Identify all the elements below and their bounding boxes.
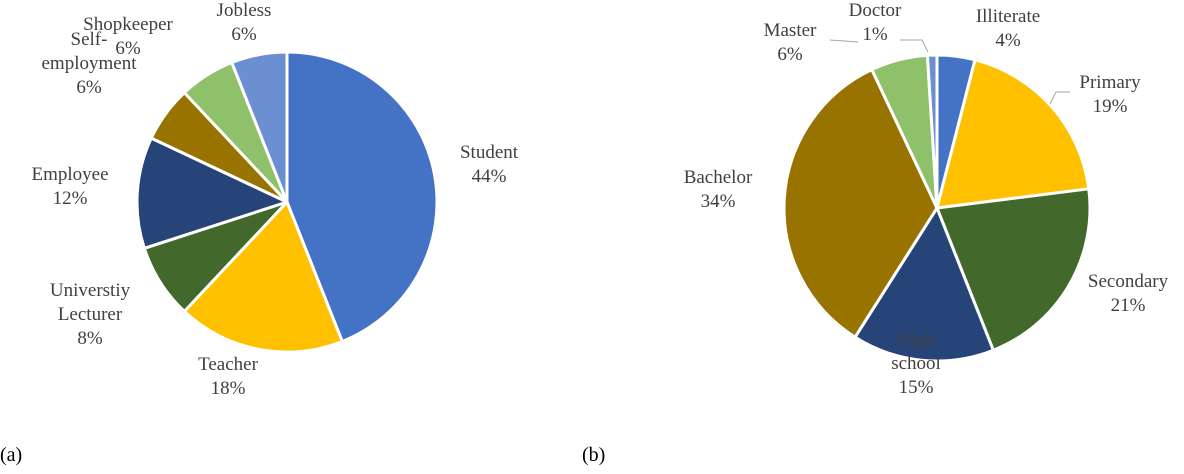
pie-slice-primary: [935, 58, 1091, 210]
panel-label-b: (b): [582, 444, 606, 466]
pie-chart-occupation: Student 44% Teacher 18% Universtiy Lecturer 8%…: [31, 0, 518, 399]
data-label-shopkeeper: Shopkeeper 6%: [83, 14, 173, 59]
data-label-illiterate: Illiterate 4%: [976, 6, 1040, 51]
data-label-jobless: Jobless 6%: [217, 0, 272, 45]
pie-slice-doctor: [925, 53, 939, 210]
pie-slice-high-school: [853, 206, 995, 363]
pie-slice-teacher: [182, 200, 344, 354]
data-label-student: Student 44%: [460, 142, 519, 187]
data-label-employee: Employee 12%: [31, 164, 108, 209]
pie-slice-bachelor: [782, 68, 939, 339]
data-label-high-school: High school 15%: [891, 329, 941, 398]
leader-line-doctor: [900, 39, 929, 53]
data-label-self-employment: Self-employment 6%: [42, 29, 138, 98]
data-label-doctor: Doctor 1%: [849, 0, 902, 45]
pie-slice-jobless: [230, 50, 289, 204]
pie-slice-student: [285, 50, 439, 343]
leader-line-master: [829, 39, 859, 43]
data-label-master: Master 6%: [764, 20, 817, 65]
data-label-universtiy-lecturer: Universtiy Lecturer 8%: [50, 280, 131, 349]
leader-line-primary: [1049, 91, 1070, 105]
pie-slice-employee: [135, 136, 289, 250]
pie-slice-secondary: [935, 187, 1092, 352]
data-label-teacher: Teacher 18%: [198, 354, 259, 399]
data-label-secondary: Secondary 21%: [1088, 271, 1169, 316]
panel-label-a: (a): [0, 444, 23, 466]
data-label-primary: Primary 19%: [1079, 72, 1141, 117]
pie-chart-education: Illiterate 4% Primary 19% Secondary 21% High sc…: [684, 0, 1169, 398]
data-label-bachelor: Bachelor 34%: [684, 167, 753, 212]
